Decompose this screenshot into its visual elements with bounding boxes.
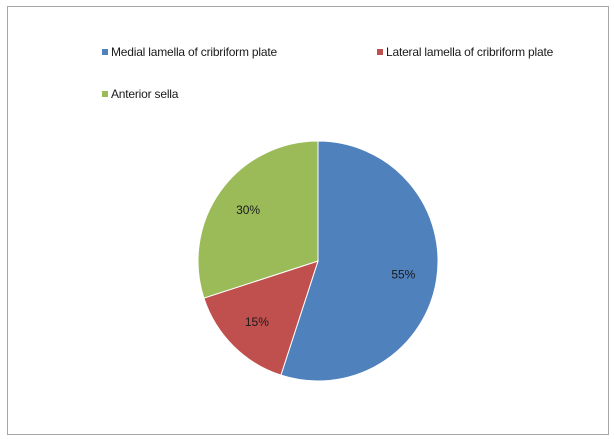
legend-swatch	[102, 49, 108, 55]
pie-slice-1	[203, 260, 319, 376]
legend-item-medial-lamella: Medial lamella of cribriform plate	[102, 45, 277, 59]
legend-swatch	[377, 49, 383, 55]
legend-label: Lateral lamella of cribriform plate	[386, 45, 554, 59]
chart-area: Medial lamella of cribriform plate Later…	[7, 6, 609, 435]
legend: Medial lamella of cribriform plate Later…	[8, 7, 608, 107]
slice-data-label: 55%	[391, 268, 415, 282]
pie-slice-2	[197, 140, 319, 299]
legend-item-lateral-lamella: Lateral lamella of cribriform plate	[377, 45, 553, 59]
pie-slice-0	[280, 140, 439, 382]
slice-data-label: 30%	[236, 203, 260, 217]
slice-data-label: 15%	[245, 315, 269, 329]
legend-item-anterior-sella: Anterior sella	[102, 87, 178, 101]
legend-label: Medial lamella of cribriform plate	[111, 45, 277, 59]
legend-swatch	[102, 91, 108, 97]
legend-label: Anterior sella	[111, 87, 179, 101]
pie-chart: 55% 15% 30%	[197, 140, 439, 382]
